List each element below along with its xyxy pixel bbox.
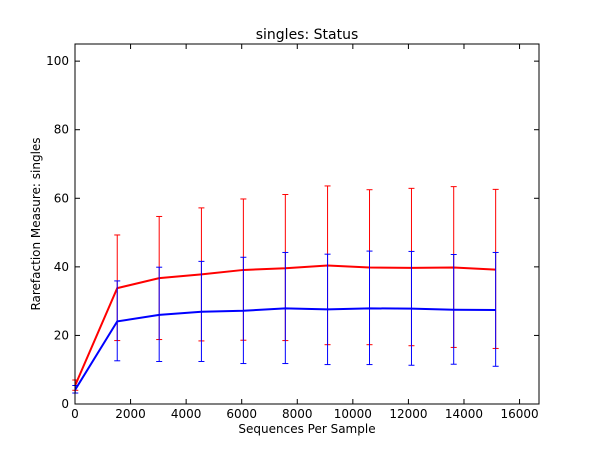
y-tick-label: 0 (61, 397, 69, 411)
x-tick-label: 2000 (115, 407, 146, 421)
y-tick-label: 40 (54, 260, 69, 274)
y-tick-label: 100 (46, 54, 69, 68)
series-line (74, 307, 496, 391)
x-tick-label: 10000 (334, 407, 372, 421)
chart-title: singles: Status (256, 27, 359, 43)
x-tick-label: 6000 (226, 407, 257, 421)
series-2 (72, 250, 499, 394)
series-layer (72, 185, 499, 394)
plot-frame (74, 43, 540, 405)
x-tick-label: 16000 (500, 407, 538, 421)
y-tick-label: 80 (54, 123, 69, 137)
x-axis: 0 2000 4000 6000 8000 10000 12000 14000 16000 (71, 44, 539, 421)
x-axis-label: Sequences Per Sample (238, 422, 375, 436)
y-tick-label: 20 (54, 328, 69, 342)
y-axis: 0 20 40 60 80 100 (46, 54, 539, 411)
y-axis-label: Rarefaction Measure: singles (29, 137, 43, 310)
x-tick-label: 8000 (282, 407, 313, 421)
y-tick-label: 60 (54, 191, 69, 205)
x-tick-label: 0 (71, 407, 79, 421)
x-tick-label: 12000 (389, 407, 427, 421)
x-tick-label: 4000 (171, 407, 202, 421)
x-tick-label: 14000 (445, 407, 483, 421)
